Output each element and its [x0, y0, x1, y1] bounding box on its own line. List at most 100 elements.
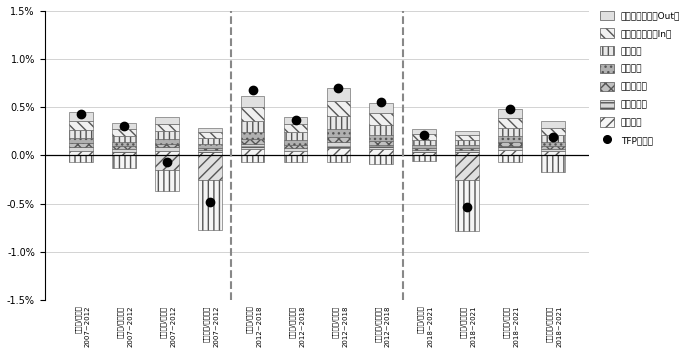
Bar: [412, 145, 436, 148]
Bar: [283, 117, 308, 124]
Bar: [155, 131, 179, 139]
Bar: [155, 144, 179, 147]
Bar: [498, 150, 522, 155]
Bar: [283, 124, 308, 132]
Bar: [69, 151, 93, 155]
Bar: [455, 131, 479, 135]
Bar: [369, 135, 393, 141]
Text: 2007~2012: 2007~2012: [85, 306, 91, 347]
Bar: [327, 101, 350, 116]
Bar: [327, 116, 350, 130]
Bar: [241, 149, 264, 155]
Bar: [412, 134, 436, 140]
Bar: [498, 127, 522, 136]
Bar: [412, 148, 436, 150]
Bar: [498, 142, 522, 146]
Bar: [198, 132, 222, 138]
Text: 非製造業/中小企業: 非製造業/中小企業: [203, 306, 210, 342]
Bar: [112, 123, 136, 130]
Bar: [455, 150, 479, 152]
Bar: [155, 139, 179, 144]
Text: 非製造業/大企業: 非製造業/大企業: [503, 306, 510, 338]
Bar: [69, 147, 93, 151]
Text: 製造業/中小企業: 製造業/中小企業: [289, 306, 296, 338]
Bar: [283, 132, 308, 140]
Legend: 業種転換効果（Out）, 業種転換効果（In）, 退出効果, 参入効果, 共分散効果, シェア効果, 内部効果, TFP上昇率: 業種転換効果（Out）, 業種転換効果（In）, 退出効果, 参入効果, 共分散…: [599, 10, 681, 146]
Bar: [241, 144, 264, 149]
Bar: [69, 155, 93, 162]
Bar: [498, 146, 522, 150]
Bar: [112, 136, 136, 142]
Bar: [198, 148, 222, 150]
Bar: [541, 151, 565, 155]
Bar: [155, 170, 179, 191]
Bar: [498, 155, 522, 162]
Text: 製造業/大企業: 製造業/大企業: [418, 306, 424, 333]
Bar: [541, 155, 565, 172]
Text: 非製造業/大企業: 非製造業/大企業: [332, 306, 338, 338]
Bar: [283, 145, 308, 148]
Text: 2012~2018: 2012~2018: [385, 306, 391, 347]
Text: 非製造業/大企業: 非製造業/大企業: [160, 306, 167, 338]
Bar: [283, 148, 308, 151]
Bar: [455, 179, 479, 230]
Bar: [198, 127, 222, 132]
Bar: [283, 151, 308, 155]
Bar: [327, 148, 350, 155]
Bar: [327, 137, 350, 142]
Bar: [155, 155, 179, 170]
Bar: [69, 121, 93, 130]
Bar: [327, 155, 350, 162]
Text: 製造業/中小企業: 製造業/中小企業: [460, 306, 467, 338]
Bar: [198, 144, 222, 148]
Bar: [498, 118, 522, 127]
Bar: [69, 143, 93, 147]
Bar: [541, 135, 565, 142]
Text: 2007~2012: 2007~2012: [128, 306, 133, 347]
Bar: [455, 140, 479, 145]
Bar: [198, 179, 222, 230]
Bar: [327, 88, 350, 101]
Bar: [241, 155, 264, 162]
Bar: [112, 149, 136, 152]
Bar: [369, 113, 393, 125]
Bar: [198, 155, 222, 179]
Bar: [241, 96, 264, 107]
Bar: [369, 103, 393, 113]
Bar: [283, 155, 308, 162]
Bar: [198, 138, 222, 144]
Text: 2007~2012: 2007~2012: [213, 306, 219, 347]
Bar: [69, 138, 93, 143]
Text: 2012~2018: 2012~2018: [257, 306, 262, 347]
Bar: [155, 117, 179, 124]
Text: 非製造業/中小企業: 非製造業/中小企業: [375, 306, 381, 342]
Text: 2018~2021: 2018~2021: [428, 306, 434, 347]
Bar: [412, 130, 436, 134]
Bar: [155, 124, 179, 131]
Bar: [541, 121, 565, 127]
Bar: [198, 152, 222, 155]
Text: 非製造業/中小企業: 非製造業/中小企業: [546, 306, 552, 342]
Bar: [412, 152, 436, 155]
Bar: [498, 109, 522, 118]
Text: 2012~2018: 2012~2018: [299, 306, 305, 347]
Bar: [198, 150, 222, 152]
Text: 2018~2021: 2018~2021: [513, 306, 519, 347]
Bar: [498, 136, 522, 142]
Bar: [541, 149, 565, 151]
Bar: [369, 141, 393, 145]
Bar: [241, 107, 264, 121]
Bar: [112, 152, 136, 155]
Bar: [455, 152, 479, 155]
Text: 製造業/中小企業: 製造業/中小企業: [118, 306, 124, 338]
Bar: [155, 147, 179, 151]
Text: 製造業/大企業: 製造業/大企業: [74, 306, 81, 333]
Bar: [69, 130, 93, 138]
Bar: [369, 125, 393, 135]
Text: 2012~2018: 2012~2018: [342, 306, 348, 347]
Bar: [241, 139, 264, 144]
Bar: [69, 112, 93, 121]
Bar: [541, 142, 565, 146]
Bar: [541, 146, 565, 149]
Bar: [455, 145, 479, 148]
